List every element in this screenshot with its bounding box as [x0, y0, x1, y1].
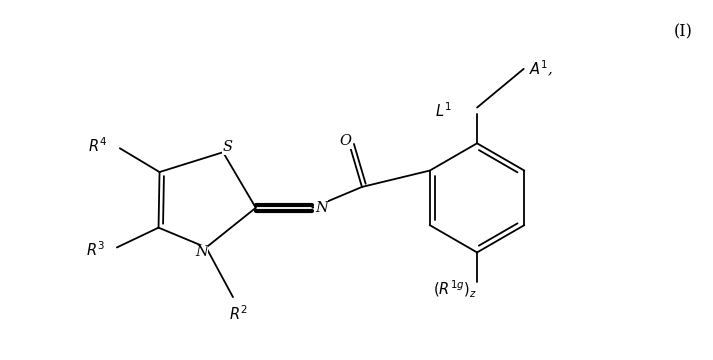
Text: (I): (I)	[674, 23, 692, 40]
Text: N: N	[195, 246, 207, 260]
Text: S: S	[223, 140, 233, 154]
Text: N: N	[315, 201, 328, 215]
Text: $R^2$: $R^2$	[229, 304, 247, 323]
Text: $L^1$: $L^1$	[436, 101, 452, 120]
Text: $R^4$: $R^4$	[88, 136, 107, 155]
Text: $(R^{1g})_z$: $(R^{1g})_z$	[434, 279, 477, 300]
Text: $A^1$,: $A^1$,	[528, 59, 553, 79]
Text: $R^3$: $R^3$	[86, 240, 105, 259]
Text: O: O	[339, 134, 351, 148]
